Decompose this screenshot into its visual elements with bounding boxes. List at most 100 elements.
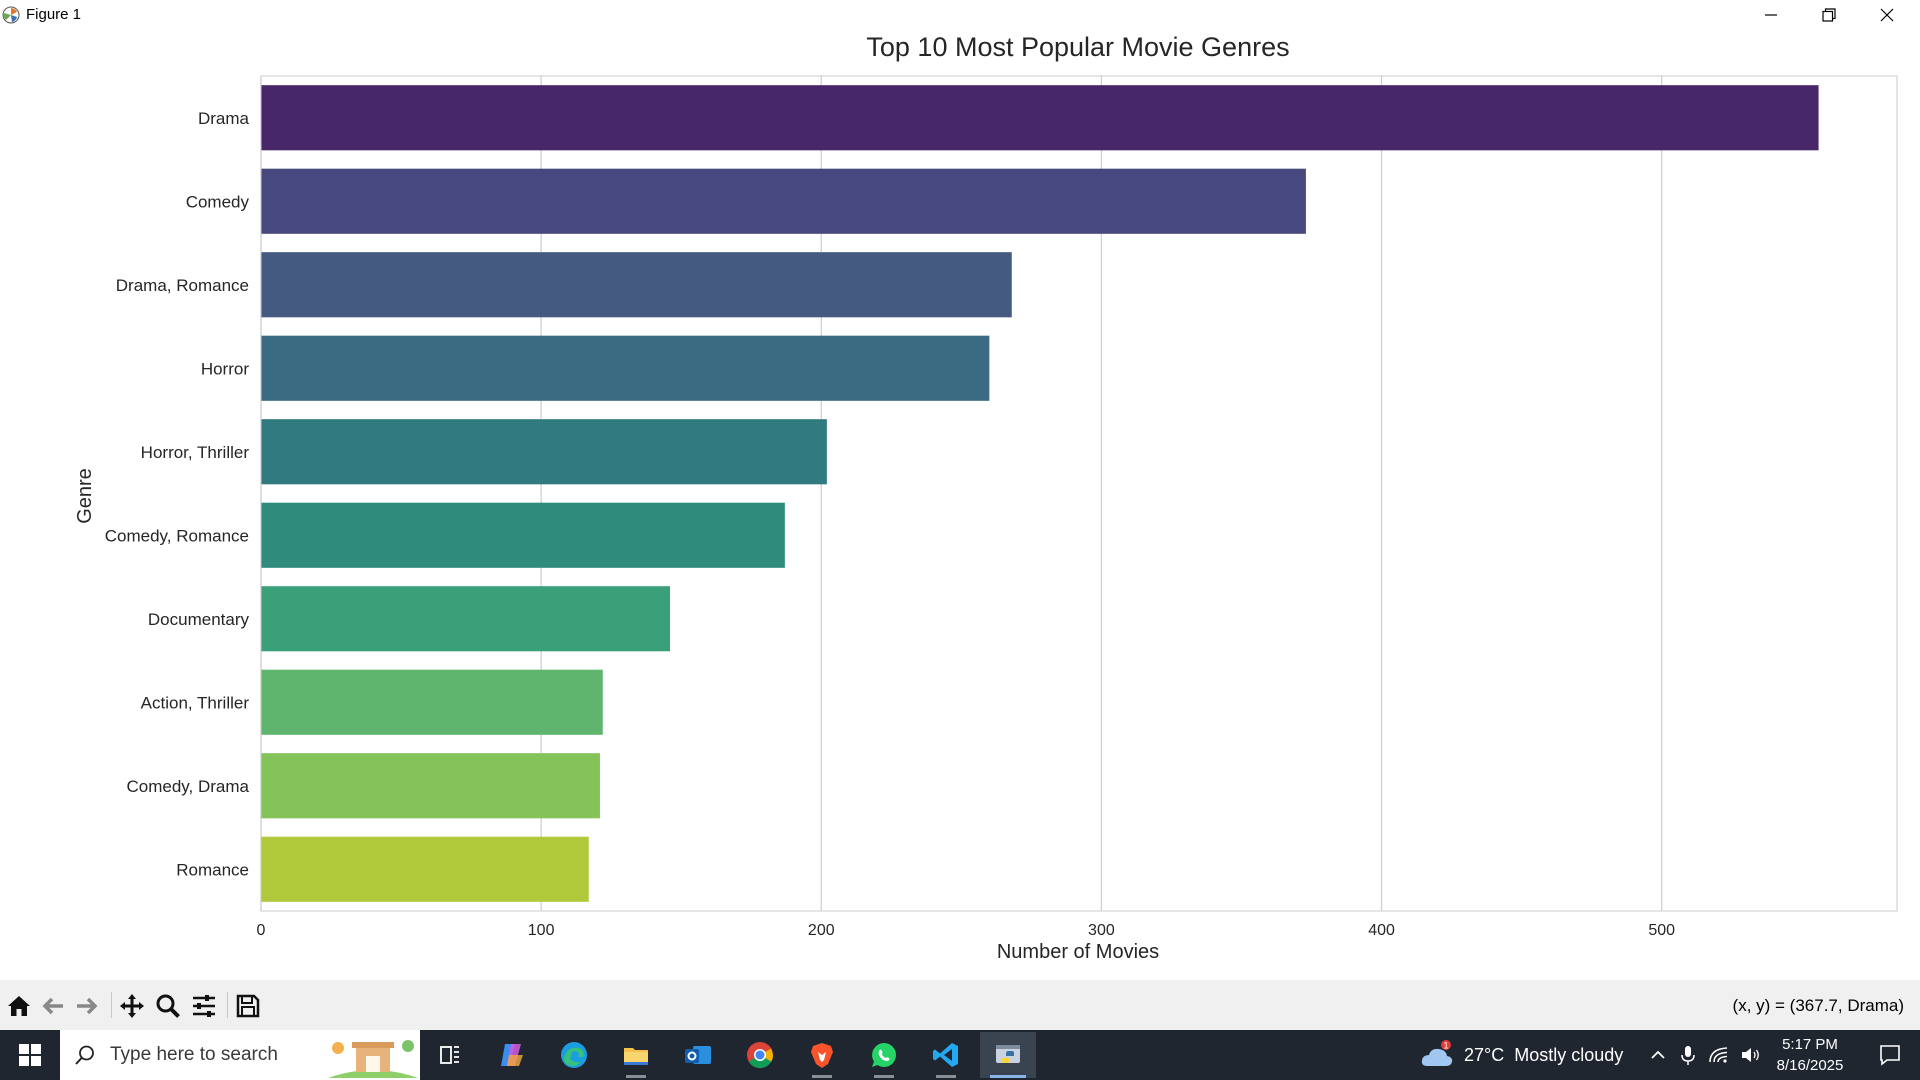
bar-comedy-drama (261, 753, 600, 819)
y-tick-label: Horror (201, 359, 250, 378)
bar-horror (261, 335, 990, 401)
taskbar-clock[interactable]: 5:17 PM 8/16/2025 (1760, 1034, 1860, 1076)
window-title: Figure 1 (26, 6, 82, 23)
y-tick-label: Comedy (186, 192, 250, 211)
y-tick-label: Documentary (148, 610, 250, 629)
task-view-icon (440, 1046, 459, 1064)
navigation-toolbar: (x, y) = (367.7, Drama) (0, 980, 1920, 1030)
file-explorer-icon (624, 1048, 648, 1065)
bar-horror-thriller (261, 419, 827, 485)
taskbar: Type here to search 1 27 (0, 1030, 1920, 1080)
search-icon (75, 1045, 94, 1065)
restore-button[interactable] (1800, 0, 1858, 30)
x-tick-label: 500 (1648, 922, 1675, 939)
save-icon (236, 994, 260, 1018)
outlook-button[interactable] (670, 1032, 726, 1078)
y-tick-label: Horror, Thriller (141, 443, 250, 462)
bar-documentary (261, 586, 670, 652)
matplotlib-icon (2, 6, 20, 24)
y-tick-label: Romance (176, 860, 249, 879)
toolbar-separator (111, 992, 112, 1018)
weather-badge: 1 (1443, 1041, 1448, 1051)
configure-subplots-button[interactable] (188, 990, 220, 1022)
outlook-icon (685, 1046, 711, 1064)
weather-condition: Mostly cloudy (1514, 1044, 1624, 1065)
zoom-icon (156, 994, 180, 1018)
y-tick-label: Drama, Romance (116, 276, 249, 295)
notification-center-button[interactable] (1862, 1030, 1918, 1080)
chrome-button[interactable] (732, 1032, 788, 1078)
home-button[interactable] (3, 990, 35, 1022)
volume-icon[interactable] (1740, 1045, 1762, 1065)
search-placeholder: Type here to search (110, 1044, 278, 1065)
wifi-icon[interactable] (1708, 1045, 1730, 1065)
edge-icon (561, 1042, 587, 1068)
save-button[interactable] (232, 990, 264, 1022)
y-axis-label: Genre (74, 468, 96, 524)
forward-button[interactable] (71, 990, 103, 1022)
back-icon (42, 997, 63, 1015)
clock-time: 5:17 PM (1782, 1036, 1838, 1053)
back-button[interactable] (37, 990, 69, 1022)
x-axis-label: Number of Movies (997, 941, 1159, 963)
edge-button[interactable] (546, 1032, 602, 1078)
forward-icon (77, 997, 98, 1015)
system-tray (1648, 1030, 1762, 1080)
brave-button[interactable] (794, 1032, 850, 1078)
home-icon (8, 996, 30, 1016)
copilot-icon (501, 1044, 523, 1066)
whatsapp-icon (872, 1043, 896, 1067)
bar-romance (261, 836, 589, 902)
vscode-icon (933, 1043, 958, 1067)
cursor-coordinates: (x, y) = (367.7, Drama) (1732, 996, 1904, 1015)
task-view-button[interactable] (422, 1032, 478, 1078)
bar-comedy-romance (261, 502, 785, 568)
chrome-icon (747, 1042, 774, 1069)
bar-chart: 0 100 200 300 400 500 Drama Comedy Drama, Romanc… (74, 32, 1898, 963)
x-tick-label: 100 (528, 922, 555, 939)
python-button[interactable] (980, 1032, 1036, 1078)
x-tick-label: 400 (1368, 922, 1395, 939)
whatsapp-button[interactable] (856, 1032, 912, 1078)
pan-button[interactable] (116, 990, 148, 1022)
minimize-button[interactable] (1742, 0, 1800, 30)
microphone-icon[interactable] (1678, 1044, 1698, 1066)
notification-icon (1880, 1045, 1900, 1066)
copilot-button[interactable] (484, 1032, 540, 1078)
weather-widget[interactable]: 1 27°C Mostly cloudy (1420, 1030, 1623, 1080)
bar-action-thriller (261, 669, 603, 735)
bar-drama-romance (261, 252, 1012, 318)
chart-title: Top 10 Most Popular Movie Genres (866, 32, 1289, 62)
file-explorer-button[interactable] (608, 1032, 664, 1078)
close-button[interactable] (1858, 0, 1916, 30)
vscode-button[interactable] (918, 1032, 974, 1078)
chevron-up-icon[interactable] (1648, 1045, 1668, 1065)
configure-subplots-icon (193, 995, 215, 1017)
clock-date: 8/16/2025 (1776, 1057, 1844, 1074)
bar-comedy (261, 168, 1306, 234)
title-bar: Figure 1 (0, 0, 1920, 30)
search-highlight-icon (328, 1040, 418, 1078)
y-tick-label: Comedy, Drama (127, 777, 250, 796)
zoom-button[interactable] (152, 990, 184, 1022)
minimize-icon (1765, 14, 1777, 16)
restore-icon (1822, 8, 1836, 22)
taskbar-search[interactable]: Type here to search (60, 1030, 420, 1080)
figure-canvas[interactable]: 0 100 200 300 400 500 Drama Comedy Drama, Romanc… (0, 30, 1920, 980)
close-icon (1880, 8, 1894, 22)
windows-icon (19, 1044, 41, 1066)
toolbar-separator (227, 992, 228, 1018)
start-button[interactable] (0, 1030, 60, 1080)
bar-drama (261, 85, 1819, 151)
cloudy-weather-icon: 1 (1421, 1040, 1453, 1066)
pan-icon (120, 994, 144, 1018)
x-tick-label: 300 (1088, 922, 1115, 939)
y-tick-label: Action, Thriller (141, 693, 250, 712)
y-tick-label: Drama (198, 109, 250, 128)
weather-temp: 27°C (1464, 1044, 1505, 1065)
x-tick-label: 0 (257, 922, 266, 939)
brave-icon (811, 1043, 833, 1068)
axes-frame (260, 75, 1898, 912)
y-tick-label: Comedy, Romance (105, 526, 249, 545)
x-tick-label: 200 (808, 922, 835, 939)
